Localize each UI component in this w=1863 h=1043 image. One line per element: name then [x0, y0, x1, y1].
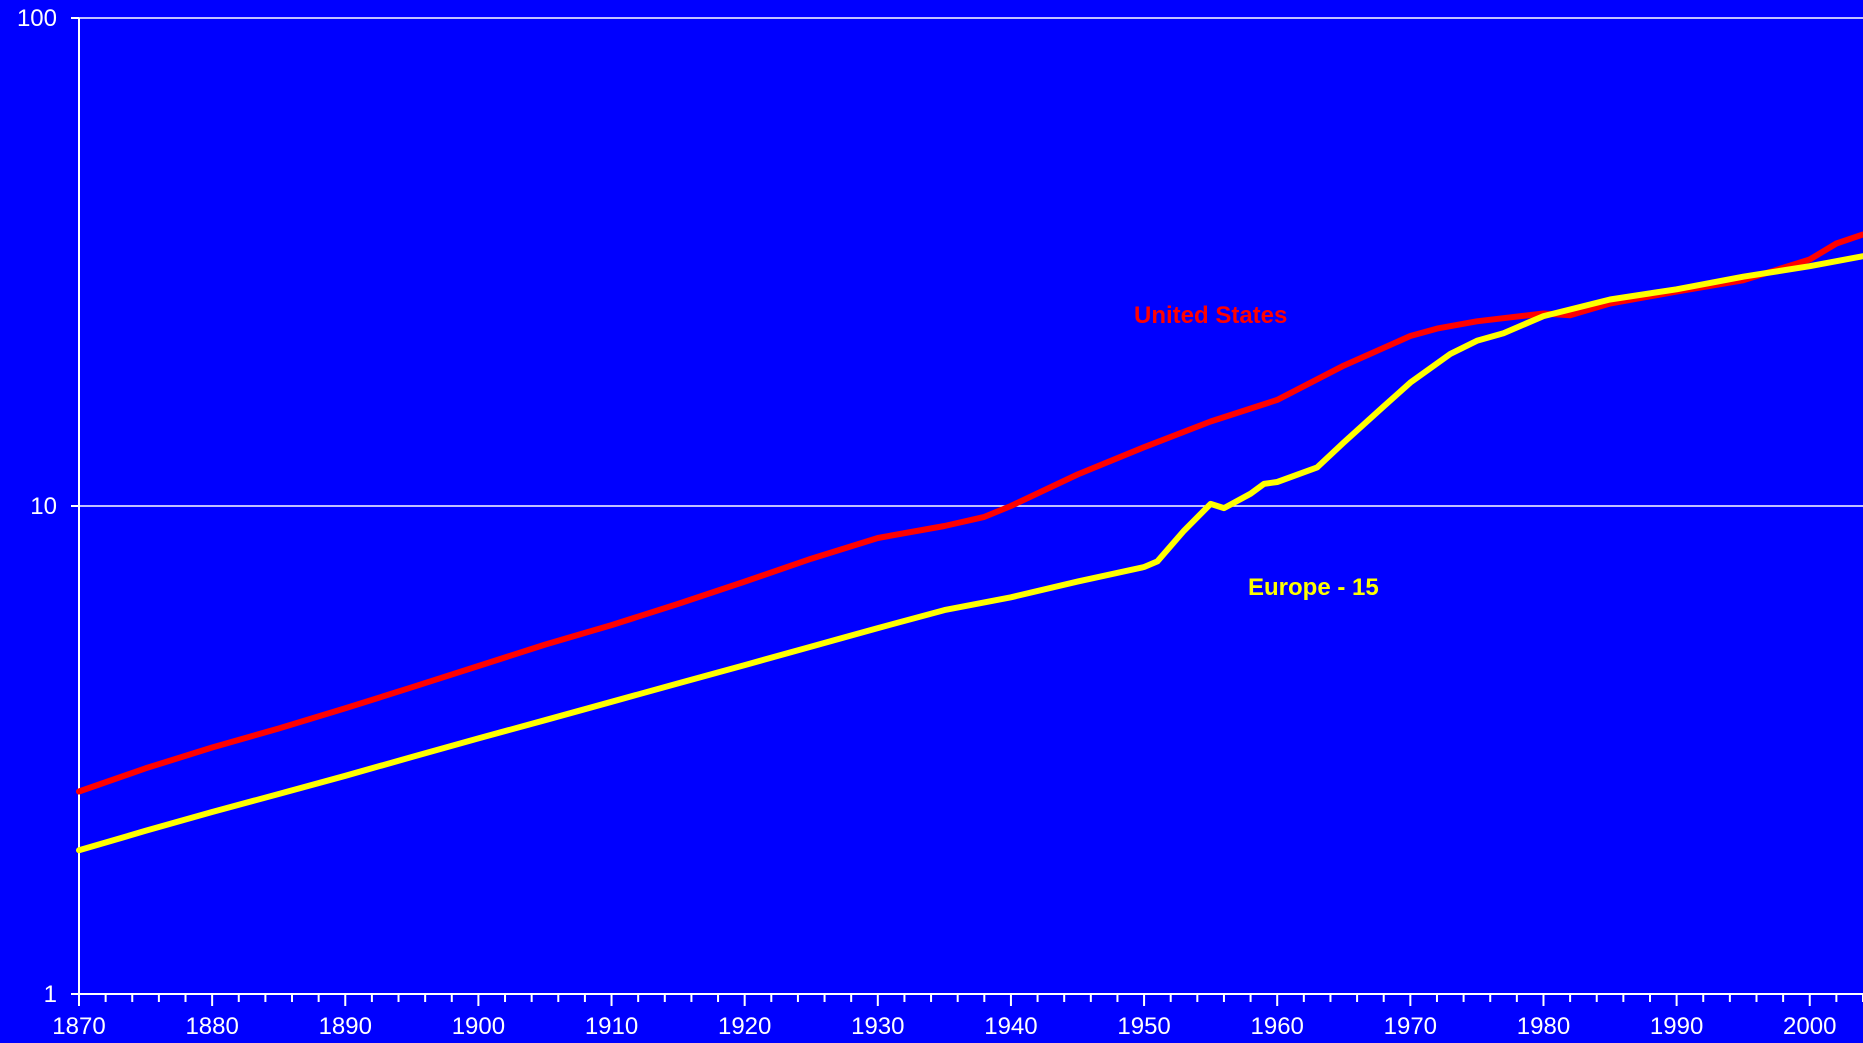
x-tick-label: 1930: [851, 1013, 904, 1040]
united-states-label: United States: [1134, 302, 1287, 329]
axes: 1 10 100 1870 1880 1890 1900 1910 1920 1930 1940 19…: [17, 5, 1863, 1040]
series-line-europe-15: [76, 253, 1863, 854]
x-tick-label: 1880: [185, 1013, 238, 1040]
europe-15-label: Europe - 15: [1248, 574, 1379, 601]
x-tick-label: 1910: [585, 1013, 638, 1040]
x-tick-label: 2000: [1783, 1013, 1836, 1040]
x-tick-label: 1960: [1251, 1013, 1304, 1040]
x-tick-label: 1870: [52, 1013, 105, 1040]
x-tick-label: 1900: [452, 1013, 505, 1040]
x-tick-label: 1980: [1517, 1013, 1570, 1040]
x-tick-label: 1890: [319, 1013, 372, 1040]
y-tick-label: 1: [44, 981, 57, 1008]
y-tick-label: 10: [30, 493, 57, 520]
x-tick-label: 1920: [718, 1013, 771, 1040]
series-labels: United States Europe - 15: [1134, 302, 1379, 601]
x-tick-label: 1950: [1117, 1013, 1170, 1040]
x-tick-label: 1970: [1384, 1013, 1437, 1040]
series-line-united-states: [76, 231, 1863, 795]
series-lines: [76, 231, 1863, 854]
x-tick-label: 1940: [984, 1013, 1037, 1040]
x-tick-label: 1990: [1650, 1013, 1703, 1040]
y-tick-label: 100: [17, 5, 57, 32]
